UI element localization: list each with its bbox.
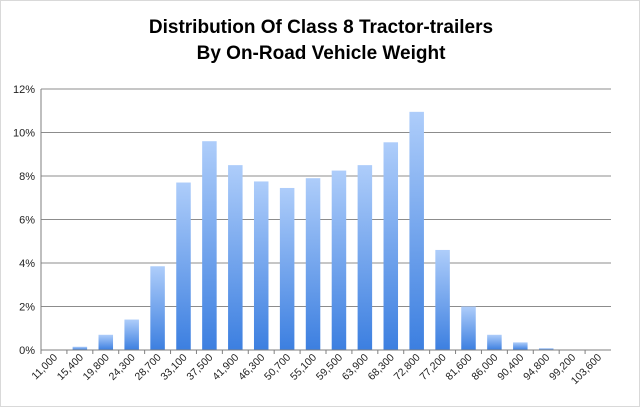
x-tick-label: 28,700 <box>133 352 164 383</box>
x-tick-label: 77,200 <box>418 352 449 383</box>
x-tick-label: 50,700 <box>262 352 293 383</box>
x-tick-label: 19,800 <box>81 352 112 383</box>
chart-title-block: Distribution Of Class 8 Tractor-trailers… <box>1 15 639 67</box>
y-tick-label: 10% <box>13 128 35 140</box>
y-tick-label: 4% <box>19 258 35 270</box>
bar <box>331 170 347 350</box>
y-tick-label: 6% <box>19 215 35 227</box>
x-tick-label: 46,300 <box>236 352 267 383</box>
x-tick-label: 37,500 <box>184 352 215 383</box>
bar <box>383 142 399 350</box>
bar <box>279 187 295 350</box>
bar <box>461 306 476 350</box>
bar <box>202 141 217 350</box>
bar <box>176 182 191 350</box>
bar <box>150 266 165 350</box>
x-tick-label: 24,300 <box>107 352 138 383</box>
bar <box>513 342 528 350</box>
bar <box>72 346 88 350</box>
y-tick-label: 2% <box>19 302 35 314</box>
x-tick-label: 15,400 <box>55 352 86 383</box>
chart-title: Distribution Of Class 8 Tractor-trailers <box>148 17 494 38</box>
y-tick-label: 12% <box>13 84 35 96</box>
y-tick-label: 0% <box>19 345 35 357</box>
x-tick-label: 94,800 <box>521 352 552 383</box>
x-tick-label: 55,100 <box>288 352 319 383</box>
bar <box>124 319 139 350</box>
x-tick-label: 33,100 <box>158 352 189 383</box>
x-tick-label: 90,400 <box>495 352 526 383</box>
bar <box>98 334 114 350</box>
bars <box>72 111 554 351</box>
bar <box>435 249 450 350</box>
x-tick-label: 41,900 <box>210 352 241 383</box>
x-tick-label: 72,800 <box>392 352 423 383</box>
gridlines <box>41 88 611 307</box>
x-tick-label: 63,900 <box>340 352 371 383</box>
y-tick-label: 8% <box>19 171 35 183</box>
x-tick-label: 68,300 <box>366 352 397 383</box>
bar <box>357 165 373 350</box>
bar <box>228 165 243 350</box>
chart-subtitle: By On-Road Vehicle Weight <box>196 43 446 64</box>
bar <box>538 348 554 350</box>
bar <box>409 111 424 351</box>
x-tick-label: 81,600 <box>443 352 474 383</box>
bar <box>253 181 269 350</box>
bar <box>305 178 321 350</box>
x-tick-label: 59,500 <box>314 352 345 383</box>
x-tick-label: 86,000 <box>469 352 500 383</box>
axes <box>40 89 611 354</box>
bar <box>487 334 502 350</box>
